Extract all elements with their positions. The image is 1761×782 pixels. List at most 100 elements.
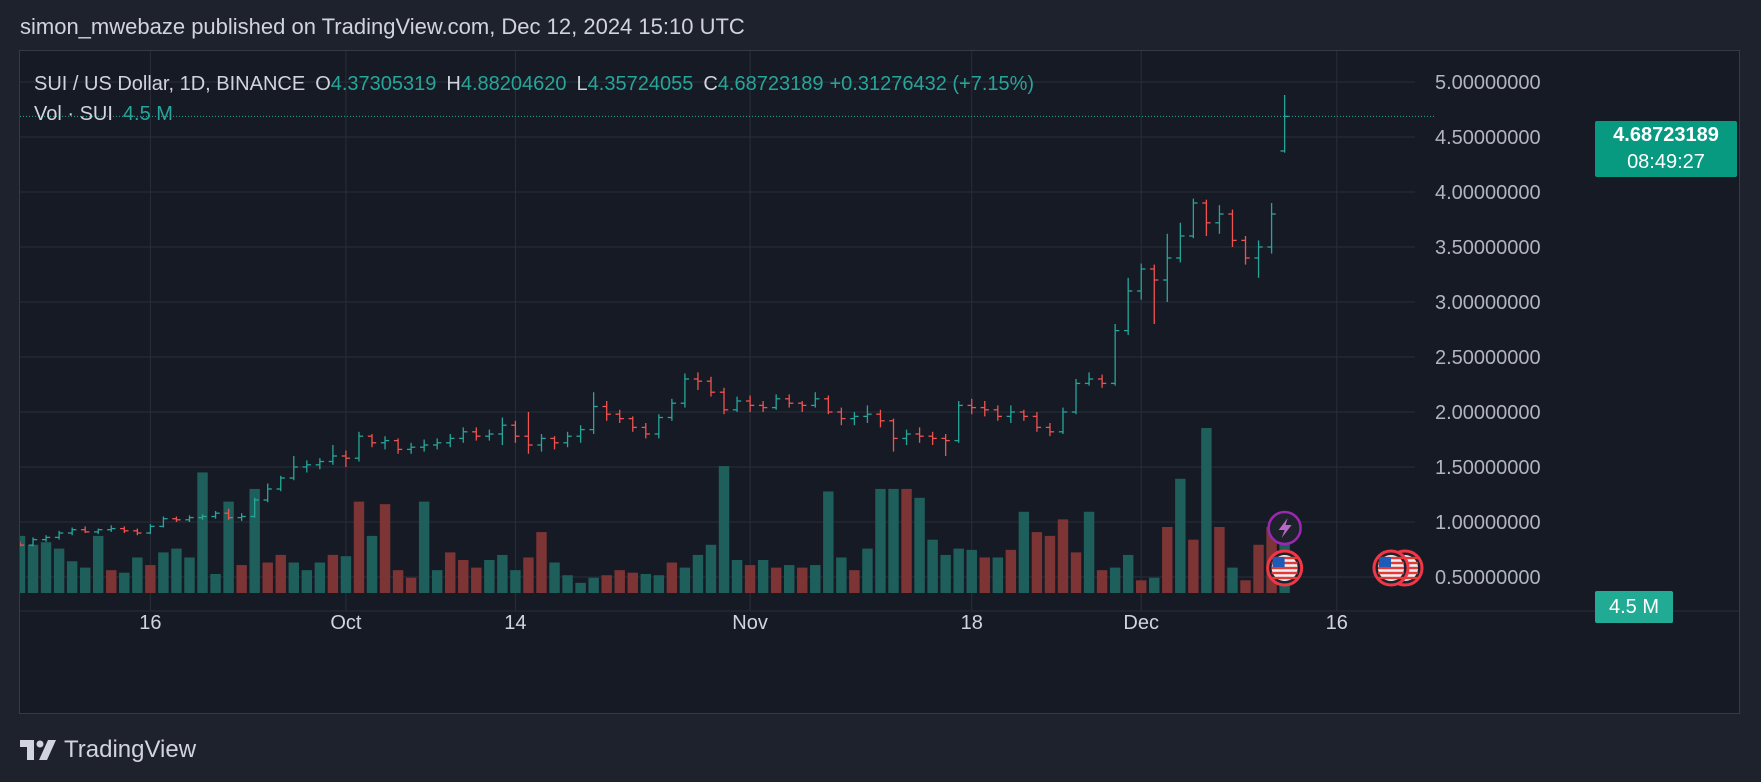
price-tick-label: 2.00000000 <box>1435 402 1541 424</box>
symbol-label[interactable]: SUI / US Dollar, 1D, BINANCE <box>34 73 306 95</box>
ohlc-bar <box>302 460 311 473</box>
ohlc-bar <box>980 401 989 417</box>
us-flag-event-icon[interactable] <box>1372 549 1410 587</box>
volume-bar <box>536 532 547 593</box>
ohlc-bar <box>745 395 755 412</box>
us-flag-event-icon[interactable] <box>1266 549 1304 587</box>
volume-bar <box>1149 577 1160 593</box>
ohlc-bar <box>419 439 429 452</box>
volume-bar <box>1227 567 1238 593</box>
time-tick-label: Dec <box>1123 612 1159 634</box>
volume-bar <box>575 582 586 593</box>
ohlc-bar <box>550 436 559 450</box>
ohlc-bar <box>1110 324 1120 386</box>
ohlc-bar <box>1006 405 1016 423</box>
lightning-event-icon[interactable] <box>1267 510 1302 546</box>
volume-bar <box>379 504 391 593</box>
volume-bar <box>1122 554 1134 593</box>
time-tick-label: 18 <box>961 612 983 634</box>
volume-bar <box>1109 567 1121 593</box>
volume-bar <box>1214 527 1225 593</box>
last-price-value: 4.68723189 <box>1613 124 1719 146</box>
ohlc-bar <box>498 417 507 445</box>
ohlc-bar <box>433 438 442 450</box>
volume-bar <box>418 501 430 593</box>
volume-bar <box>705 544 717 593</box>
time-tick-label: 16 <box>139 612 161 634</box>
volume-bar <box>1253 544 1264 593</box>
ohlc-bar <box>354 431 364 462</box>
price-tick-label: 2.50000000 <box>1435 347 1541 369</box>
volume-bar <box>158 552 169 593</box>
flag-stripe <box>1271 576 1298 580</box>
volume-legend-row: Vol · SUI 4.5 M <box>34 99 1034 129</box>
ohlc-bar <box>1058 407 1068 434</box>
volume-bar <box>106 570 117 593</box>
time-axis[interactable]: 16 Oct 14 Nov 18 Dec 16 <box>139 612 1348 634</box>
volume-bar <box>93 535 104 593</box>
volume-bar <box>927 539 938 593</box>
ohlc-bar <box>798 401 807 412</box>
ohlc-bar <box>459 427 468 443</box>
ohlc-bar <box>628 416 637 432</box>
volume-bar <box>666 562 678 593</box>
volume-bar <box>1175 478 1186 593</box>
flag-stripe <box>1271 566 1298 570</box>
ohlc-bar <box>954 401 963 443</box>
ohlc-bar <box>1202 199 1211 236</box>
ohlc-bar <box>28 537 38 547</box>
ohlc-bar <box>602 401 611 421</box>
flag-canton <box>1379 557 1391 567</box>
ohlc-bar <box>654 414 664 439</box>
volume-bar <box>171 548 182 593</box>
ohlc-bar <box>563 431 572 448</box>
volume-bar <box>1162 527 1173 593</box>
ohlc-bar <box>706 376 716 397</box>
ohlc-bar <box>967 398 976 415</box>
ohlc-bar <box>472 427 481 441</box>
volume-label[interactable]: Vol · SUI <box>34 103 113 125</box>
ohlc-bar <box>94 528 103 535</box>
ohlc-bar <box>889 418 898 452</box>
ohlc-legend-row: SUI / US Dollar, 1D, BINANCE O4.37305319 H… <box>34 69 1034 99</box>
volume-bar <box>249 488 260 593</box>
flag-stripe <box>1378 576 1404 580</box>
ohlc-bar <box>732 396 742 412</box>
time-tick-label: 16 <box>1326 612 1348 634</box>
chart-frame[interactable]: 0.50000000 1.00000000 1.50000000 2.00000000… <box>19 50 1740 714</box>
ohlc-bar <box>615 409 624 423</box>
ohlc-bar <box>993 405 1002 421</box>
flag-stripe <box>1378 571 1404 575</box>
volume-bar <box>1083 511 1095 593</box>
volume-bar <box>145 565 156 593</box>
ohlc-bar <box>1150 264 1159 324</box>
ohlc-bar <box>1176 222 1185 263</box>
ohlc-bar <box>837 407 846 426</box>
events[interactable] <box>1266 510 1424 587</box>
volume-bar <box>210 573 221 593</box>
volume-bar <box>510 570 521 593</box>
volume-tag: 4.5 M <box>1595 591 1673 623</box>
ohlc-bar <box>902 429 911 445</box>
ohlc-bar <box>785 394 794 408</box>
volume-bar <box>823 491 834 593</box>
ohlc-bar <box>185 515 194 522</box>
price-chart-svg[interactable]: 0.50000000 1.00000000 1.50000000 2.00000000… <box>20 51 1739 713</box>
price-tick-label: 1.00000000 <box>1435 512 1541 534</box>
volume-bar <box>549 562 560 593</box>
low-value: 4.35724055 <box>587 73 694 95</box>
volume-bar <box>1070 552 1082 593</box>
volume-bar <box>966 549 977 593</box>
ohlc-bar <box>120 526 129 533</box>
price-tick-label: 5.00000000 <box>1435 72 1541 94</box>
ohlc-bar <box>263 483 272 503</box>
ohlc-bar <box>680 373 690 408</box>
price-axis[interactable]: 0.50000000 1.00000000 1.50000000 2.00000000… <box>1435 72 1541 589</box>
volume-bar <box>223 501 234 593</box>
tradingview-brand[interactable]: TradingView <box>20 736 196 764</box>
ohlc-bar <box>224 508 233 520</box>
lightning-bolt-glyph <box>1278 518 1292 538</box>
volume-bar <box>914 497 925 593</box>
volume-bar <box>340 556 352 593</box>
volume-bar <box>119 572 130 593</box>
